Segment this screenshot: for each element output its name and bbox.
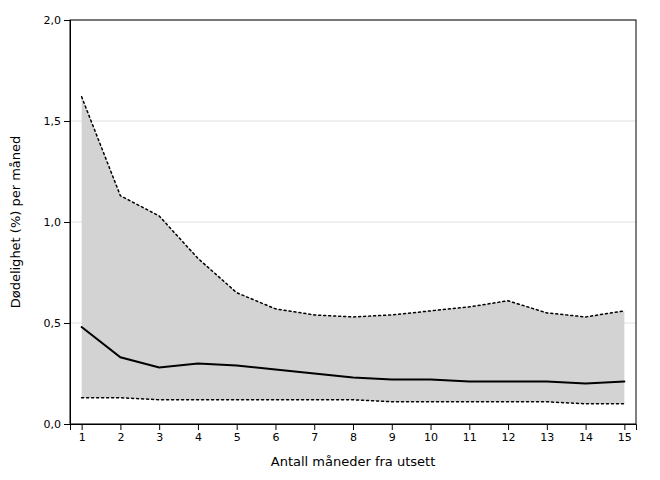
x-tick-mark — [198, 424, 199, 430]
marks — [82, 97, 625, 404]
x-tick-label: 3 — [156, 431, 163, 444]
band — [82, 97, 625, 404]
y-tick-mark — [64, 20, 70, 21]
x-tick-label: 13 — [540, 431, 554, 444]
x-tick: 11 — [463, 424, 477, 444]
x-axis-title: Antall måneder fra utsett — [271, 454, 435, 469]
x-tick-mark — [392, 424, 393, 430]
x-tick-mark — [469, 424, 470, 430]
x-tick: 3 — [156, 424, 163, 444]
y-tick-mark — [64, 222, 70, 223]
grid — [70, 20, 636, 424]
y-axis-title: Dødelighet (%) per måned — [8, 136, 23, 309]
y-axis: 0,0 0,5 1,0 1,5 2,0 — [44, 14, 71, 431]
x-tick-label: 5 — [234, 431, 241, 444]
x-tick-mark — [237, 424, 238, 430]
x-tick: 12 — [502, 424, 516, 444]
chart: 1234567891011121314150,00,51,01,52,0Anta… — [0, 0, 660, 480]
x-tick: 7 — [311, 424, 318, 444]
x-tick-mark — [624, 424, 625, 430]
x-tick: 6 — [272, 424, 279, 444]
x-tick-label: 6 — [272, 431, 279, 444]
ci-line — [82, 398, 625, 404]
x-tick: 4 — [195, 424, 202, 444]
line — [82, 327, 625, 384]
x-tick-label: 4 — [195, 431, 202, 444]
y-tick: 2,0 — [44, 14, 71, 27]
x-tick-mark — [586, 424, 587, 430]
y-tick-label: 1,0 — [44, 216, 62, 229]
x-tick: 8 — [350, 424, 357, 444]
grid-line — [70, 121, 636, 122]
y-tick: 1,5 — [44, 115, 71, 128]
x-tick: 14 — [579, 424, 593, 444]
x-tick: 15 — [618, 424, 632, 444]
x-tick: 10 — [424, 424, 438, 444]
x-tick-mark — [431, 424, 432, 430]
x-tick-label: 2 — [117, 431, 124, 444]
x-tick: 1 — [79, 424, 86, 444]
x-tick-label: 15 — [618, 431, 632, 444]
x-tick-label: 14 — [579, 431, 593, 444]
y-tick: 0,5 — [44, 317, 71, 330]
x-tick-label: 9 — [389, 431, 396, 444]
x-tick-label: 8 — [350, 431, 357, 444]
plot-frame — [70, 20, 636, 424]
y-tick-mark — [64, 121, 70, 122]
x-tick-mark — [120, 424, 121, 430]
x-tick-label: 12 — [502, 431, 516, 444]
x-tick-label: 11 — [463, 431, 477, 444]
x-axis-line — [71, 425, 637, 431]
x-tick-mark — [82, 424, 83, 430]
y-axis-line — [64, 21, 71, 425]
plot: 1234567891011121314150,00,51,01,52,0 — [44, 14, 637, 444]
y-tick-mark — [64, 323, 70, 324]
x-tick-label: 10 — [424, 431, 438, 444]
y-tick-label: 0,5 — [44, 317, 62, 330]
x-tick-mark — [159, 424, 160, 430]
x-tick-mark — [275, 424, 276, 430]
x-tick-mark — [508, 424, 509, 430]
x-tick-mark — [314, 424, 315, 430]
x-tick: 13 — [540, 424, 554, 444]
ci-line — [82, 97, 625, 317]
x-tick-label: 7 — [311, 431, 318, 444]
y-tick-label: 0,0 — [44, 418, 62, 431]
x-tick: 5 — [234, 424, 241, 444]
y-tick-label: 1,5 — [44, 115, 62, 128]
y-tick: 0,0 — [44, 418, 71, 431]
x-tick-mark — [547, 424, 548, 430]
x-tick: 9 — [389, 424, 396, 444]
x-axis: 123456789101112131415 — [71, 424, 637, 444]
y-tick-label: 2,0 — [44, 14, 62, 27]
x-tick-mark — [353, 424, 354, 430]
x-tick-label: 1 — [79, 431, 86, 444]
y-tick: 1,0 — [44, 216, 71, 229]
x-tick: 2 — [117, 424, 124, 444]
y-tick-mark — [64, 424, 70, 425]
